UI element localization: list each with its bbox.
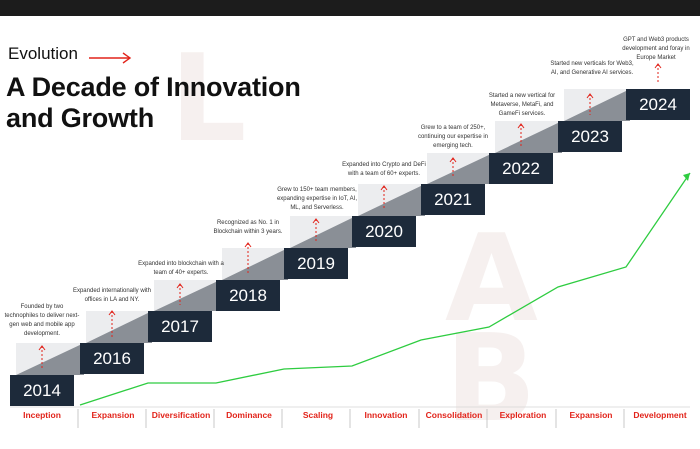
stair-triangle [16,343,84,375]
page-title: A Decade of Innovation and Growth [6,72,301,133]
watermark-letter-l: L [170,30,247,169]
stair-triangle [154,280,220,311]
stage-label: Consolidation [425,410,483,420]
stair-shadow [86,311,152,343]
arrow-up-icon [108,310,116,316]
arrow-up-icon [38,345,46,351]
stair-triangle [427,153,493,184]
stair-triangle [290,216,356,248]
milestone-note: Grew to 150+ team members, expanding exp… [276,187,358,211]
stair-triangle [86,311,152,343]
milestone-note: Expanded into Crypto and DeFi with a tea… [342,162,426,177]
milestone-note: Grew to a team of 250+, continuing our e… [417,125,489,149]
arrow-up-icon [654,63,662,69]
year-2020: 2020 [352,216,416,247]
arrow-up-icon [380,185,388,191]
stair-triangle [358,184,425,216]
year-2022: 2022 [489,153,553,184]
milestone-note: Started new verticals for Web3, AI, and … [550,61,634,76]
milestone-note: Founded by two technophiles to deliver n… [4,304,80,337]
year-2024: 2024 [626,89,690,120]
stair-shadow [222,248,288,280]
arrow-up-icon [449,157,457,163]
growth-arrowhead [683,173,690,181]
stair-triangle [564,89,630,121]
milestone-note: Started a new vertical for Metaverse, Me… [488,93,556,117]
stage-label: Diversification [151,410,211,420]
stair-shadow [358,184,425,216]
milestone-note: GPT and Web3 products development and fo… [622,37,690,61]
watermark-letter-a: A [445,210,538,349]
arrow-up-icon [312,218,320,224]
year-2017: 2017 [148,311,212,342]
milestone-note: Expanded internationally with offices in… [72,288,152,303]
growth-line [79,172,691,406]
stage-label: Inception [23,410,61,420]
arrow-up-icon [244,242,252,248]
year-2014: 2014 [10,375,74,406]
milestone-note: Expanded into blockchain with a team of … [138,261,224,276]
stair-triangle [222,248,288,280]
stair-shadow [495,121,562,153]
stage-label: Expansion [91,410,135,420]
watermark-letter-b: B [445,310,537,449]
stage-label: Development [633,410,687,420]
top-bar [0,0,700,16]
year-2021: 2021 [421,184,485,215]
stair-shadow [427,153,493,184]
arrow-up-icon [517,123,525,129]
stage-label: Scaling [302,410,334,420]
stage-label: Expansion [569,410,613,420]
stair-shadow [290,216,356,248]
milestone-note: Recognized as No. 1 in Blockchain within… [213,220,283,235]
stair-shadow [16,343,84,375]
arrow-up-icon [176,283,184,289]
stair-shadow [154,280,220,311]
stair-shadow [564,89,630,121]
year-2016: 2016 [80,343,144,374]
stage-label: Dominance [226,410,272,420]
arrow-up-icon [586,93,594,99]
stage-label: Exploration [499,410,547,420]
year-2019: 2019 [284,248,348,279]
year-2023: 2023 [558,121,622,152]
stair-triangle [495,121,562,153]
section-eyebrow: Evolution [8,44,78,63]
arrow-right-icon [89,52,132,64]
stage-label: Innovation [364,410,408,420]
year-2018: 2018 [216,280,280,311]
